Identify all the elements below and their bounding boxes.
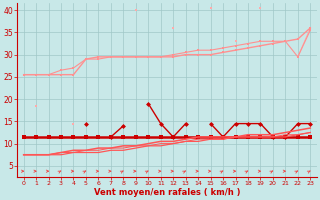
X-axis label: Vent moyen/en rafales ( km/h ): Vent moyen/en rafales ( km/h ) [94, 188, 240, 197]
